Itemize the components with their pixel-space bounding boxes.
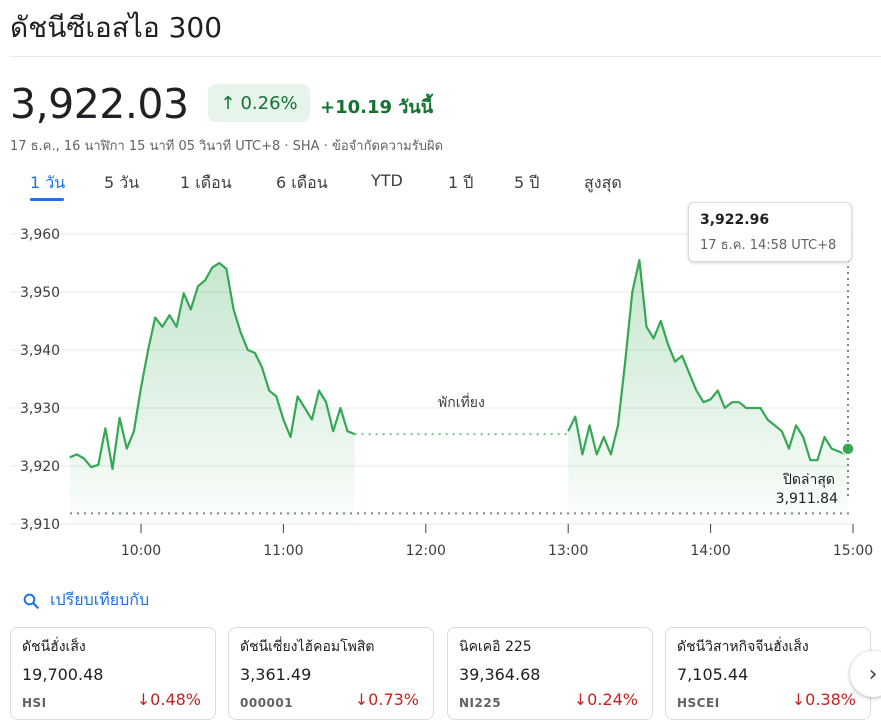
card-change: ↓0.73% xyxy=(355,690,419,709)
y-tick-label: 3,910 xyxy=(20,517,60,533)
x-tick-label: 12:00 xyxy=(406,543,446,559)
card-name: นิคเคอิ 225 xyxy=(459,639,532,655)
compare-card-000001[interactable]: ดัชนีเซี่ยงไฮ้คอมโพสิต 3,361.49 000001 ↓… xyxy=(228,627,434,720)
compare-card-hscei[interactable]: ดัชนีวิสาหกิจจีนฮั่งเส็ง 7,105.44 HSCEI … xyxy=(665,627,871,720)
tab-6m[interactable]: 6 เดือน xyxy=(276,173,328,192)
card-name: ดัชนีฮั่งเส็ง xyxy=(22,639,86,655)
tab-1d[interactable]: 1 วัน xyxy=(30,173,66,192)
card-change: ↓0.24% xyxy=(574,690,638,709)
compare-button[interactable]: เปรียบเทียบกับ xyxy=(22,588,149,613)
arrow-down-icon: ↓ xyxy=(136,690,151,709)
x-tick-label: 10:00 xyxy=(121,543,161,559)
y-tick-label: 3,950 xyxy=(20,285,60,301)
y-tick-label: 3,960 xyxy=(20,227,60,243)
price-chart[interactable]: 3,960 3,950 3,940 3,930 3,920 3,910 10:00 11:00… xyxy=(0,200,881,570)
card-change-value: 0.73% xyxy=(368,690,419,709)
arrow-down-icon: ↓ xyxy=(354,690,369,709)
afternoon-series-line xyxy=(567,259,850,462)
tab-ytd[interactable]: YTD xyxy=(371,171,403,190)
card-price: 3,361.49 xyxy=(240,665,312,684)
change-percent: 0.26% xyxy=(240,92,298,114)
card-change-value: 0.48% xyxy=(150,690,201,709)
afternoon-series-area xyxy=(568,260,849,524)
x-tick-label: 14:00 xyxy=(690,543,730,559)
y-tick-label: 3,920 xyxy=(20,459,60,475)
quote-meta: 17 ธ.ค., 16 นาฬิกา 15 นาที 05 วินาที UTC… xyxy=(10,139,444,154)
tab-1m[interactable]: 1 เดือน xyxy=(180,173,232,192)
tab-max[interactable]: สูงสุด xyxy=(584,173,622,192)
card-change: ↓0.38% xyxy=(792,690,856,709)
prev-close-label: ปิดล่าสุด xyxy=(782,472,835,488)
active-tab-indicator xyxy=(30,198,64,201)
x-tick-label: 15:00 xyxy=(833,543,873,559)
y-tick-label: 3,940 xyxy=(20,343,60,359)
search-icon xyxy=(23,593,39,609)
card-price: 19,700.48 xyxy=(22,665,104,684)
tab-5d[interactable]: 5 วัน xyxy=(104,173,140,192)
compare-card-ni225[interactable]: นิคเคอิ 225 39,364.68 NI225 ↓0.24% xyxy=(447,627,653,720)
arrow-down-icon: ↓ xyxy=(573,690,588,709)
page-title: ดัชนีซีเอสไอ 300 xyxy=(10,11,223,44)
morning-series-area xyxy=(69,263,355,524)
card-price: 39,364.68 xyxy=(459,665,541,684)
morning-series-line xyxy=(69,261,356,470)
compare-label: เปรียบเทียบกับ xyxy=(50,590,150,609)
divider xyxy=(10,56,881,57)
range-tabs: 1 วัน 5 วัน 1 เดือน 6 เดือน YTD 1 ปี 5 ป… xyxy=(0,171,700,201)
tab-1y[interactable]: 1 ปี xyxy=(448,173,474,192)
tooltip-time: 17 ธ.ค. 14:58 UTC+8 xyxy=(700,238,837,253)
card-change: ↓0.48% xyxy=(137,690,201,709)
card-ticker: 000001 xyxy=(240,696,294,710)
card-name: ดัชนีวิสาหกิจจีนฮั่งเส็ง xyxy=(677,639,809,655)
card-name: ดัชนีเซี่ยงไฮ้คอมโพสิต xyxy=(240,639,375,655)
card-price: 7,105.44 xyxy=(677,665,749,684)
card-change-value: 0.24% xyxy=(587,690,638,709)
tab-5y[interactable]: 5 ปี xyxy=(514,173,540,192)
arrow-down-icon: ↓ xyxy=(791,690,806,709)
change-absolute: +10.19 วันนี้ xyxy=(320,97,434,118)
change-percent-badge: ↑ 0.26% xyxy=(208,84,310,122)
y-tick-label: 3,930 xyxy=(20,401,60,417)
card-ticker: NI225 xyxy=(459,696,502,710)
arrow-up-icon: ↑ xyxy=(220,92,236,114)
chart-tooltip: 3,922.96 17 ธ.ค. 14:58 UTC+8 xyxy=(688,202,852,262)
card-ticker: HSCEI xyxy=(677,696,720,710)
compare-card-hsi[interactable]: ดัชนีฮั่งเส็ง 19,700.48 HSI ↓0.48% xyxy=(10,627,216,720)
chevron-right-icon: › xyxy=(868,661,878,687)
next-cards-button[interactable]: › xyxy=(850,651,881,697)
prev-close-value: 3,911.84 xyxy=(776,491,838,507)
card-ticker: HSI xyxy=(22,696,47,710)
card-change-value: 0.38% xyxy=(805,690,856,709)
x-tick-label: 13:00 xyxy=(548,543,588,559)
current-point xyxy=(841,442,855,456)
lunch-break-label: พักเที่ยง xyxy=(438,393,485,411)
x-tick-label: 11:00 xyxy=(263,543,303,559)
current-price: 3,922.03 xyxy=(10,80,189,128)
tooltip-value: 3,922.96 xyxy=(700,212,770,228)
